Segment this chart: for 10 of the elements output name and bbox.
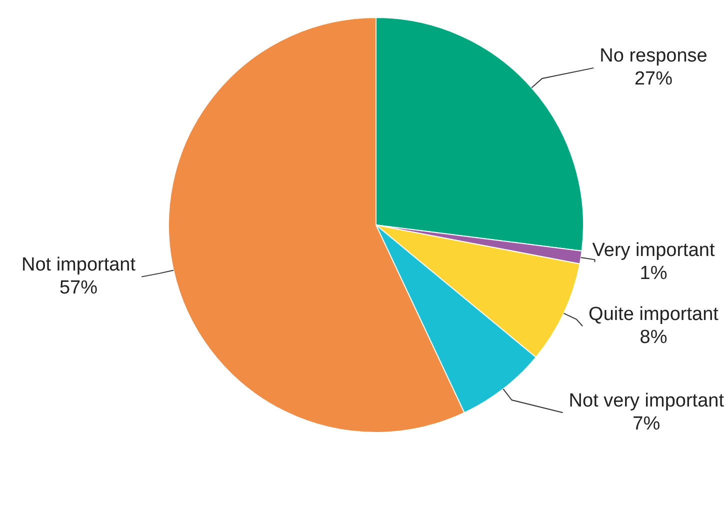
slice-label: Not very important <box>568 390 725 412</box>
slice-label: Very important <box>592 240 716 261</box>
slice-label: Quite important <box>588 304 720 325</box>
data-label: 1% <box>640 262 668 284</box>
slice-label: Not important <box>21 254 136 276</box>
data-label: 8% <box>640 326 668 348</box>
data-label: 57% <box>59 278 98 299</box>
slice-label: No response <box>600 46 708 67</box>
data-label: 27% <box>634 68 673 90</box>
data-label: 7% <box>632 413 660 434</box>
